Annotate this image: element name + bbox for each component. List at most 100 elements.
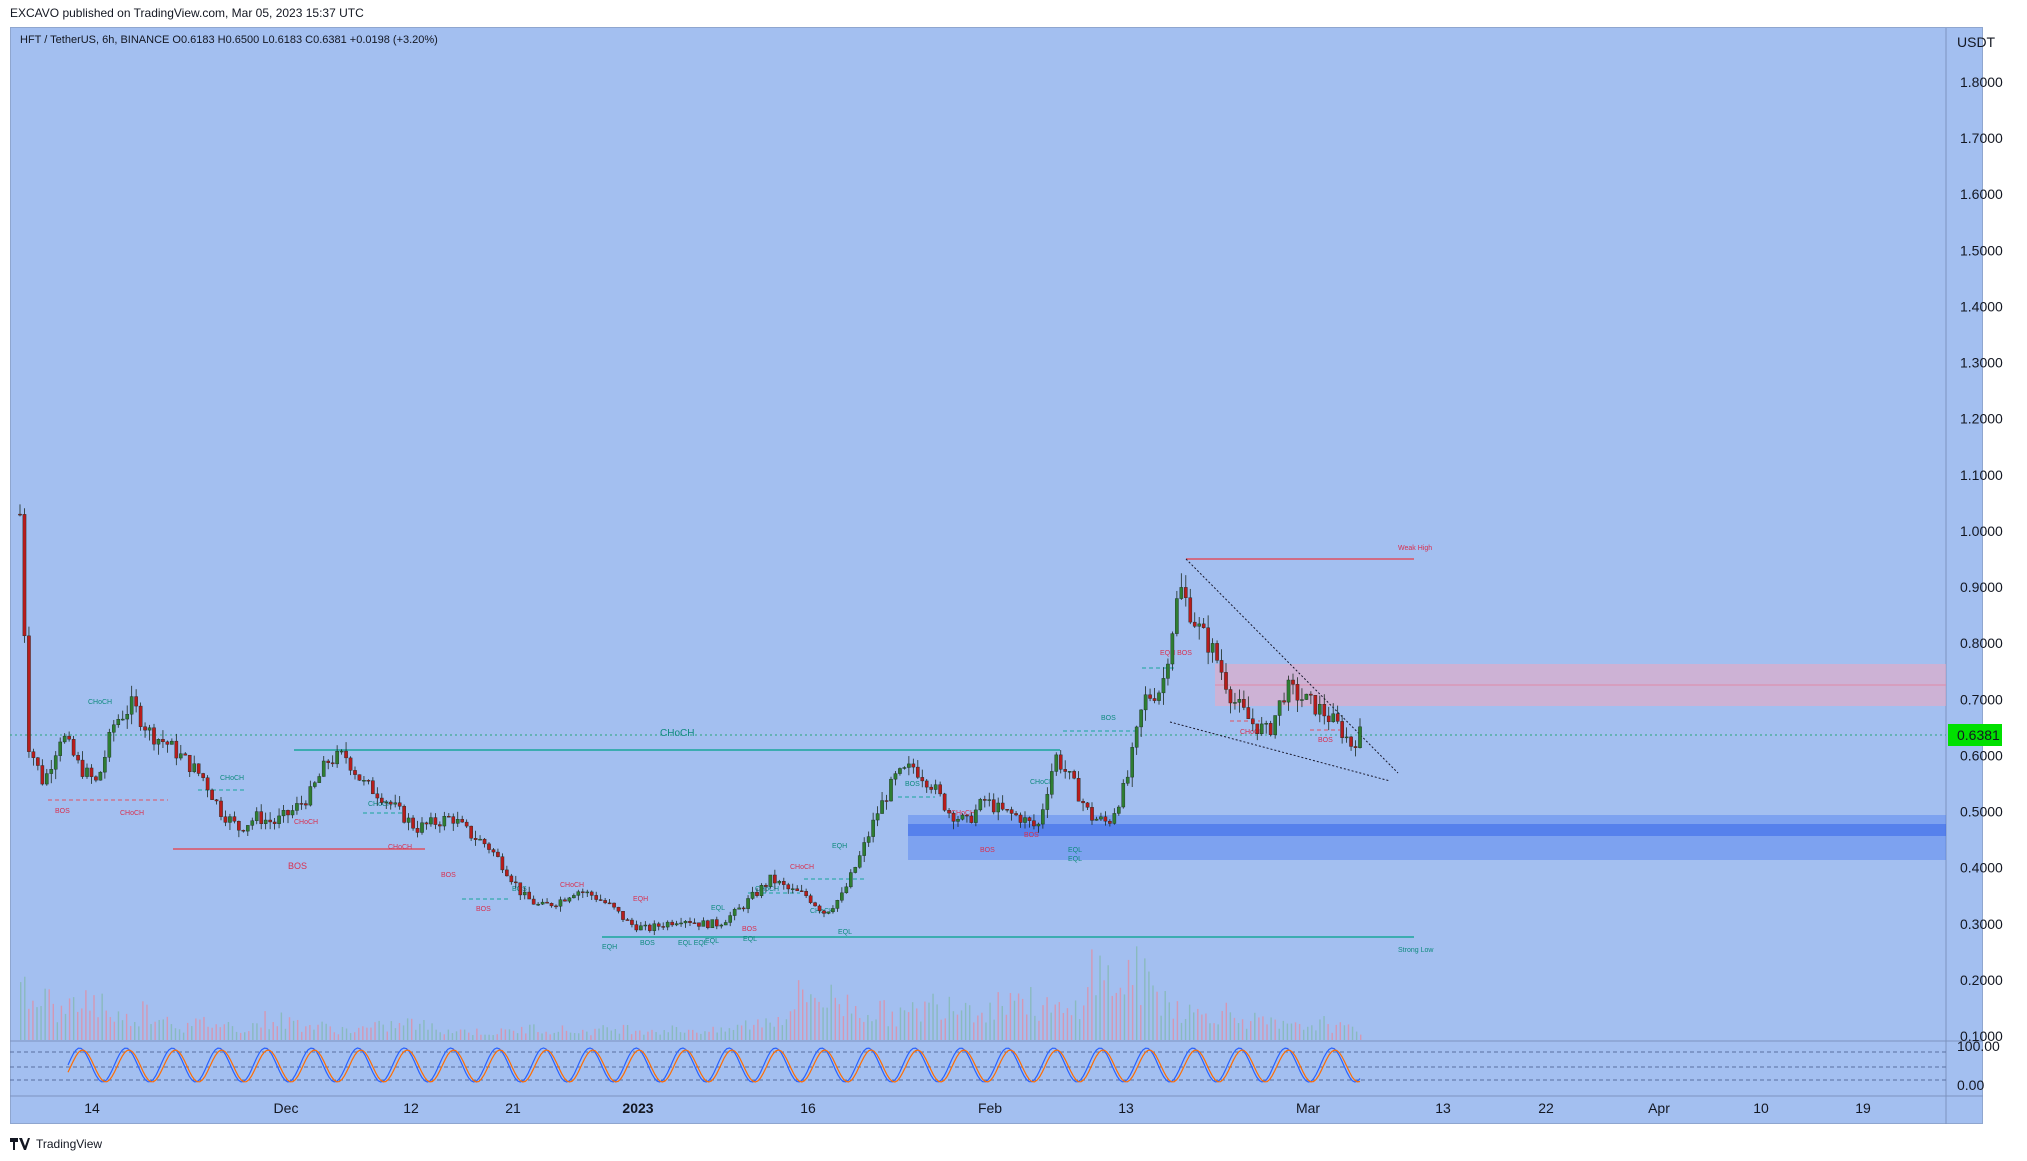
volume-bar (635, 1030, 637, 1040)
candle-body (790, 888, 795, 890)
structure-labels: BOS CHoCH CHoCH CHoCH CHoCH CHoCH CHoCH BOS BOS B… (55, 650, 1333, 951)
candle-body (201, 773, 205, 778)
candle-body (1157, 692, 1161, 701)
volume-bar (573, 1033, 576, 1040)
candle-body (1000, 802, 1005, 810)
candle-body (956, 819, 960, 822)
volume-bar (85, 990, 87, 1040)
candle-body (496, 851, 500, 857)
volume-bar (1083, 1005, 1085, 1040)
volume-bar (577, 1033, 580, 1040)
volume-bar (36, 1007, 38, 1040)
volume-bar (500, 1028, 503, 1040)
volume-bar (989, 1002, 991, 1040)
candle-body (1353, 746, 1358, 748)
volume-bar (1311, 1025, 1313, 1040)
candle-body (813, 902, 817, 907)
candle-body (263, 819, 268, 824)
candle-body (129, 696, 134, 715)
osc-tick-0: 0.00 (1957, 1077, 1984, 1093)
volume-bar (810, 994, 812, 1040)
candle-body (835, 900, 840, 909)
candle-body (170, 740, 174, 745)
candle-body (1317, 704, 1322, 715)
volume-bar (411, 1018, 413, 1040)
volume-bar (867, 1015, 869, 1040)
candle-body (138, 705, 143, 727)
volume-bar (443, 1034, 445, 1040)
volume-bar (565, 1030, 568, 1040)
candle-body (85, 767, 89, 777)
volume-bar (549, 1034, 551, 1040)
candle-body (1148, 694, 1152, 699)
volume-bar (639, 1030, 641, 1040)
volume-bar (859, 1017, 861, 1040)
price-axis[interactable]: 1.8000 1.7000 1.6000 1.5000 1.4000 1.3000 1.20… (1960, 74, 2003, 1044)
candle-body (773, 874, 777, 884)
bos-big-label: BOS (288, 861, 307, 871)
candle-body (1192, 621, 1197, 627)
volume-bar (390, 1021, 393, 1040)
volume-bar (211, 1027, 213, 1040)
structure-label: BOS (1024, 832, 1039, 839)
candle-body (1183, 587, 1188, 598)
candle-body (656, 923, 661, 927)
volume-bar (1107, 965, 1109, 1040)
volume-bar (1140, 1005, 1142, 1040)
price-tick: 0.6000 (1960, 747, 2003, 763)
candle-body (831, 908, 835, 913)
volume-bar (736, 1024, 739, 1040)
volume-bar (1307, 1026, 1309, 1040)
candle-body (947, 810, 951, 814)
time-axis[interactable]: 14 Dec 12 21 2023 16 Feb 13 Mar 13 22 Apr 10 19 (84, 1100, 1871, 1116)
volume-bar (1237, 1023, 1240, 1040)
volume-bar (675, 1027, 678, 1040)
candle-body (929, 786, 933, 790)
volume-bar (72, 997, 75, 1040)
price-tick: 0.9000 (1960, 579, 2003, 595)
volume-bar (1229, 1012, 1232, 1040)
time-tick: 2023 (622, 1100, 653, 1116)
structure-label: CHoCH (120, 810, 144, 817)
volume-bar (447, 1029, 450, 1040)
volume-bar (887, 1026, 889, 1040)
volume-bar (89, 1010, 91, 1040)
candle-body (1018, 814, 1023, 823)
candle-body (380, 797, 384, 803)
demand-zone-core (908, 824, 1946, 836)
candle-body (1067, 771, 1072, 773)
candle-body (1175, 598, 1179, 634)
chart-frame[interactable] (10, 27, 1983, 1124)
candle-body (862, 842, 866, 856)
candle-body (460, 819, 465, 823)
candle-body (598, 899, 603, 901)
volume-bar (105, 1010, 107, 1040)
volume-bar (81, 1008, 83, 1040)
structure-label: CHoCH (368, 801, 392, 808)
candle-body (880, 800, 884, 814)
candle-body (388, 801, 393, 805)
candle-body (737, 907, 741, 910)
volume-bar (724, 1031, 727, 1040)
volume-bar (590, 1035, 592, 1040)
volume-bar (349, 1033, 352, 1040)
volume-bar (231, 1026, 234, 1040)
volume-bar (508, 1029, 511, 1040)
volume-bar (1201, 1014, 1203, 1040)
volume-bar (166, 1016, 169, 1040)
footer[interactable]: TradingView (10, 1137, 102, 1151)
candle-body (178, 753, 183, 759)
volume-bar (146, 1004, 148, 1040)
candle-body (353, 770, 357, 775)
volume-bar (814, 997, 816, 1040)
volume-bar (186, 1022, 189, 1040)
volume-bar (1017, 993, 1020, 1040)
candle-body (648, 924, 652, 931)
volume-bar (997, 992, 999, 1040)
time-tick: 13 (1118, 1100, 1134, 1116)
volume-bar (834, 997, 836, 1040)
volume-bar (252, 1023, 254, 1040)
candle-body (491, 849, 496, 853)
candle-body (134, 696, 138, 707)
